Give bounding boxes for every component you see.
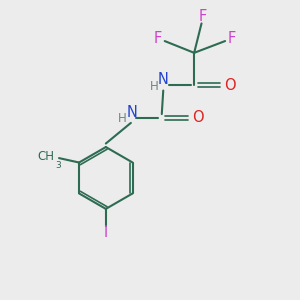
Text: I: I bbox=[104, 225, 108, 240]
Text: CH: CH bbox=[38, 150, 55, 163]
Text: N: N bbox=[158, 72, 169, 87]
Text: 3: 3 bbox=[55, 161, 61, 170]
Text: O: O bbox=[224, 78, 236, 93]
Text: H: H bbox=[118, 112, 127, 125]
Text: H: H bbox=[150, 80, 159, 93]
Text: F: F bbox=[199, 9, 207, 24]
Text: O: O bbox=[192, 110, 203, 125]
Text: F: F bbox=[227, 31, 236, 46]
Text: N: N bbox=[127, 105, 138, 120]
Text: F: F bbox=[154, 31, 162, 46]
